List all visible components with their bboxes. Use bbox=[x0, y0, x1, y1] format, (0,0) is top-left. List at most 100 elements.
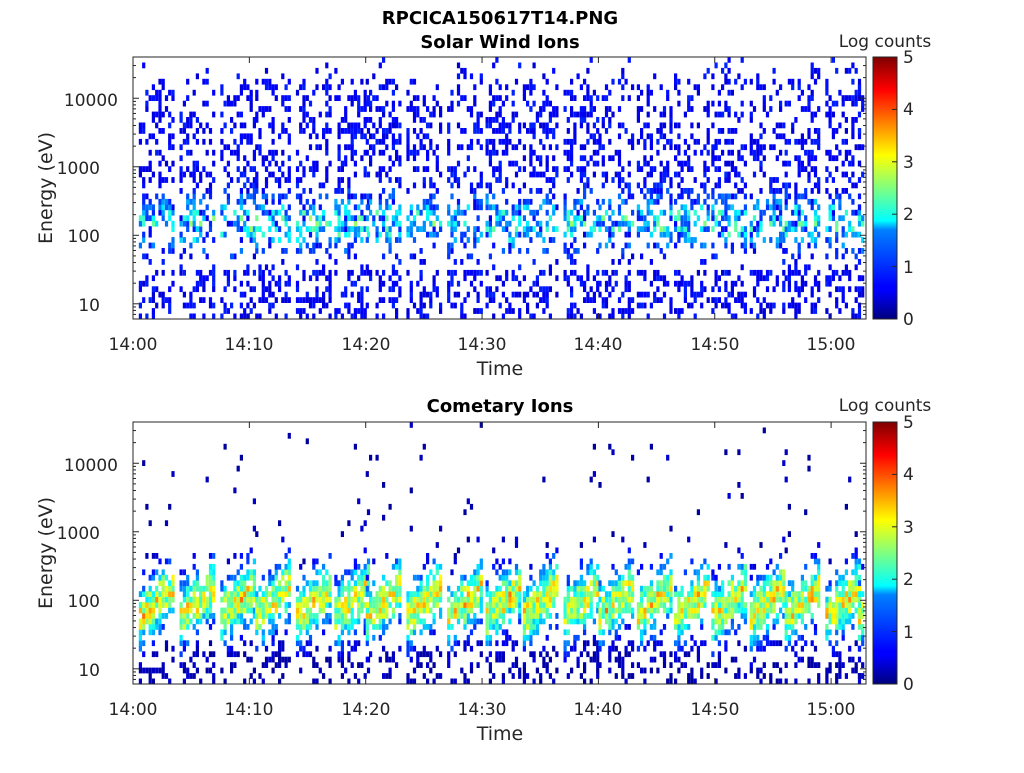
spectrogram-cell bbox=[495, 221, 498, 227]
spectrogram-cell bbox=[618, 597, 621, 603]
spectrogram-cell bbox=[426, 204, 429, 210]
spectrogram-cell bbox=[389, 177, 392, 183]
spectrogram-cell bbox=[573, 597, 576, 603]
spectrogram-cell bbox=[302, 575, 305, 581]
spectrogram-cell bbox=[253, 586, 256, 592]
spectrogram-cell bbox=[707, 106, 710, 112]
spectrogram-cell bbox=[246, 177, 249, 183]
spectrogram-cell bbox=[539, 161, 542, 167]
spectrogram-cell bbox=[285, 580, 288, 586]
spectrogram-cell bbox=[631, 308, 634, 314]
spectrogram-cell bbox=[299, 194, 302, 200]
spectrogram-cell bbox=[643, 608, 646, 614]
spectrogram-cell bbox=[477, 270, 480, 276]
spectrogram-cell bbox=[611, 591, 614, 597]
spectrogram-cell bbox=[227, 183, 230, 189]
spectrogram-cell bbox=[325, 569, 328, 575]
spectrogram-cell bbox=[288, 619, 291, 625]
spectrogram-cell bbox=[171, 243, 174, 249]
spectrogram-cell bbox=[669, 117, 672, 123]
spectrogram-cell bbox=[598, 640, 601, 646]
spectrogram-cell bbox=[165, 602, 168, 608]
spectrogram-cell bbox=[583, 215, 586, 221]
spectrogram-cell bbox=[168, 504, 171, 510]
spectrogram-cell bbox=[539, 297, 542, 303]
spectrogram-cell bbox=[618, 657, 621, 663]
spectrogram-cell bbox=[753, 248, 756, 254]
spectrogram-cell bbox=[848, 177, 851, 183]
spectrogram-cell bbox=[224, 101, 227, 107]
spectrogram-cell bbox=[379, 635, 382, 641]
spectrogram-cell bbox=[769, 308, 772, 314]
spectrogram-cell bbox=[750, 144, 753, 150]
spectrogram-cell bbox=[145, 668, 148, 674]
spectrogram-cell bbox=[398, 221, 401, 227]
spectrogram-cell bbox=[518, 591, 521, 597]
spectrogram-cell bbox=[549, 657, 552, 663]
spectrogram-cell bbox=[262, 161, 265, 167]
spectrogram-cell bbox=[835, 194, 838, 200]
spectrogram-cell bbox=[801, 106, 804, 112]
spectrogram-cell bbox=[398, 275, 401, 281]
spectrogram-cell bbox=[463, 679, 466, 685]
spectrogram-cell bbox=[341, 591, 344, 597]
spectrogram-cell bbox=[319, 183, 322, 189]
spectrogram-cell bbox=[555, 651, 558, 657]
spectrogram-cell bbox=[180, 177, 183, 183]
spectrogram-cell bbox=[193, 221, 196, 227]
spectrogram-cell bbox=[804, 281, 807, 287]
spectrogram-cell bbox=[631, 194, 634, 200]
spectrogram-cell bbox=[272, 90, 275, 96]
spectrogram-cell bbox=[360, 210, 363, 216]
spectrogram-cell bbox=[367, 128, 370, 134]
spectrogram-cell bbox=[322, 591, 325, 597]
spectrogram-cell bbox=[502, 226, 505, 232]
spectrogram-cell bbox=[460, 591, 463, 597]
spectrogram-cell bbox=[628, 586, 631, 592]
spectrogram-cell bbox=[255, 226, 258, 232]
spectrogram-cell bbox=[268, 281, 271, 287]
spectrogram-cell bbox=[209, 668, 212, 674]
spectrogram-cell bbox=[460, 237, 463, 243]
spectrogram-cell bbox=[376, 613, 379, 619]
spectrogram-cell bbox=[499, 303, 502, 309]
spectrogram-cell bbox=[663, 144, 666, 150]
spectrogram-cell bbox=[357, 591, 360, 597]
spectrogram-cell bbox=[721, 194, 724, 200]
spectrogram-cell bbox=[354, 629, 357, 635]
spectrogram-cell bbox=[250, 657, 253, 663]
spectrogram-cell bbox=[832, 112, 835, 118]
spectrogram-cell bbox=[299, 564, 302, 570]
spectrogram-cell bbox=[341, 651, 344, 657]
spectrogram-cell bbox=[794, 204, 797, 210]
spectrogram-cell bbox=[656, 139, 659, 145]
spectrogram-cell bbox=[687, 155, 690, 161]
spectrogram-cell bbox=[413, 668, 416, 674]
spectrogram-cell bbox=[794, 194, 797, 200]
spectrogram-cell bbox=[206, 575, 209, 581]
spectrogram-cell bbox=[243, 640, 246, 646]
spectrogram-cell bbox=[552, 226, 555, 232]
spectrogram-cell bbox=[168, 199, 171, 205]
spectrogram-cell bbox=[621, 608, 624, 614]
spectrogram-cell bbox=[766, 286, 769, 292]
spectrogram-cell bbox=[684, 161, 687, 167]
spectrogram-cell bbox=[420, 128, 423, 134]
spectrogram-cell bbox=[420, 455, 423, 461]
spectrogram-cell bbox=[433, 559, 436, 565]
spectrogram-cell bbox=[495, 613, 498, 619]
spectrogram-cell bbox=[347, 275, 350, 281]
spectrogram-cell bbox=[711, 215, 714, 221]
spectrogram-cell bbox=[406, 646, 409, 652]
spectrogram-cell bbox=[410, 629, 413, 635]
spectrogram-cell bbox=[220, 128, 223, 134]
spectrogram-cell bbox=[677, 90, 680, 96]
spectrogram-cell bbox=[512, 204, 515, 210]
spectrogram-cell bbox=[467, 602, 470, 608]
spectrogram-cell bbox=[628, 559, 631, 565]
spectrogram-cell bbox=[212, 564, 215, 570]
spectrogram-cell bbox=[811, 73, 814, 79]
spectrogram-cell bbox=[341, 177, 344, 183]
spectrogram-cell bbox=[549, 237, 552, 243]
spectrogram-cell bbox=[536, 117, 539, 123]
